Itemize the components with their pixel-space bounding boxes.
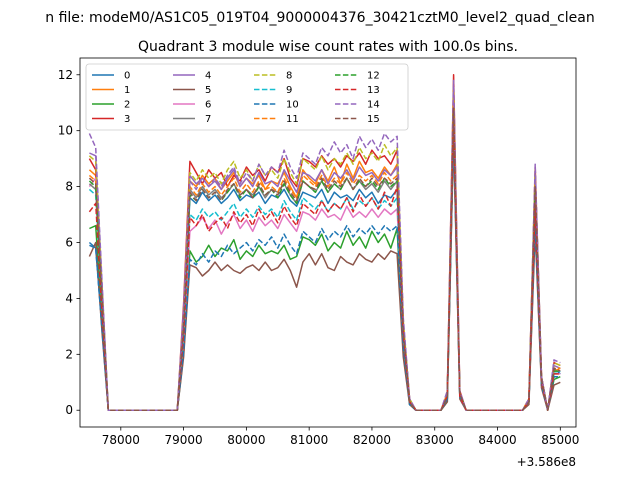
- legend-label-11: 11: [286, 114, 299, 125]
- x-tick-label: 78000: [102, 433, 140, 447]
- y-tick-label: 8: [65, 180, 73, 194]
- y-axis: 0 2 4 6 8 10 12: [58, 68, 80, 417]
- legend-label-5: 5: [205, 85, 211, 96]
- legend-label-15: 15: [367, 114, 380, 125]
- legend-label-4: 4: [205, 71, 211, 82]
- series-layer: [88, 74, 561, 411]
- y-tick-label: 2: [65, 347, 73, 361]
- legend-label-7: 7: [205, 114, 211, 125]
- y-tick-label: 6: [65, 236, 73, 250]
- legend-label-0: 0: [124, 71, 130, 82]
- x-tick-label: 80000: [227, 433, 265, 447]
- series-line-15: [88, 107, 561, 411]
- legend-label-12: 12: [367, 71, 380, 82]
- x-offset-label: +3.586e8: [517, 455, 576, 469]
- x-tick-label: 85000: [541, 433, 579, 447]
- chart-title: Quadrant 3 module wise count rates with …: [138, 39, 518, 55]
- legend-label-8: 8: [286, 71, 292, 82]
- y-tick-label: 10: [58, 124, 73, 138]
- x-tick-label: 84000: [478, 433, 516, 447]
- x-axis: 78000 79000 80000 81000 82000 83000 84000 85000: [102, 427, 579, 447]
- legend-label-9: 9: [286, 85, 292, 96]
- legend-label-10: 10: [286, 100, 299, 111]
- x-tick-label: 83000: [416, 433, 454, 447]
- y-tick-label: 4: [65, 291, 73, 305]
- legend-box: [85, 63, 409, 131]
- legend-label-13: 13: [367, 85, 380, 96]
- legend-label-1: 1: [124, 85, 130, 96]
- x-tick-label: 81000: [290, 433, 328, 447]
- x-tick-label: 82000: [353, 433, 391, 447]
- x-tick-label: 79000: [165, 433, 203, 447]
- y-tick-label: 0: [65, 403, 73, 417]
- chart-suptitle: n file: modeM0/AS1C05_019T04_9000004376_…: [45, 10, 594, 26]
- y-tick-label: 12: [58, 68, 73, 82]
- legend-label-2: 2: [124, 100, 130, 111]
- legend-label-6: 6: [205, 100, 211, 111]
- legend-label-14: 14: [367, 100, 380, 111]
- legend-label-3: 3: [124, 114, 130, 125]
- series-line-14: [88, 79, 561, 411]
